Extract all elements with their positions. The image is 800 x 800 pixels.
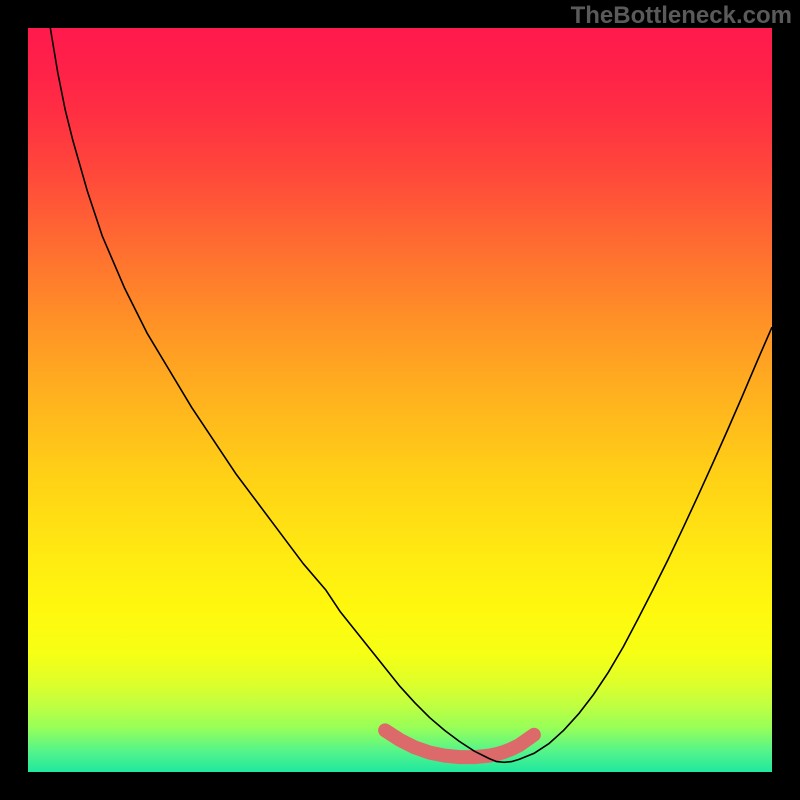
- bottleneck-highlight: [385, 730, 534, 757]
- plot-area: [28, 28, 772, 772]
- chart-frame: TheBottleneck.com: [0, 0, 800, 800]
- curve-svg-layer: [28, 28, 772, 772]
- v-curve: [50, 28, 772, 762]
- watermark-text: TheBottleneck.com: [571, 2, 792, 30]
